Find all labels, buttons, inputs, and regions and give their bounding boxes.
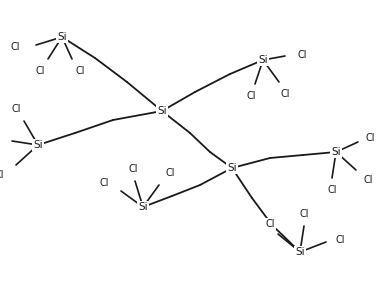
Text: Si: Si: [331, 147, 341, 157]
Text: Cl: Cl: [299, 209, 309, 219]
Text: Cl: Cl: [0, 170, 4, 180]
Text: Si: Si: [157, 106, 167, 116]
Text: Cl: Cl: [10, 42, 20, 52]
Text: Si: Si: [33, 140, 43, 150]
Text: Si: Si: [295, 247, 305, 257]
Text: Cl: Cl: [165, 168, 175, 178]
Text: Cl: Cl: [280, 89, 290, 99]
Text: Cl: Cl: [297, 50, 306, 60]
Text: Si: Si: [227, 163, 237, 173]
Text: Si: Si: [57, 32, 67, 42]
Text: Cl: Cl: [336, 235, 345, 245]
Text: Cl: Cl: [99, 178, 109, 188]
Text: Si: Si: [258, 55, 268, 65]
Text: Cl: Cl: [35, 66, 45, 76]
Text: Cl: Cl: [327, 185, 337, 195]
Text: Cl: Cl: [265, 219, 275, 229]
Text: Cl: Cl: [128, 164, 138, 174]
Text: Cl: Cl: [364, 175, 374, 185]
Text: Cl: Cl: [11, 104, 21, 114]
Text: Cl: Cl: [75, 66, 85, 76]
Text: Si: Si: [138, 202, 148, 212]
Text: Cl: Cl: [366, 133, 376, 143]
Text: Cl: Cl: [246, 91, 256, 101]
